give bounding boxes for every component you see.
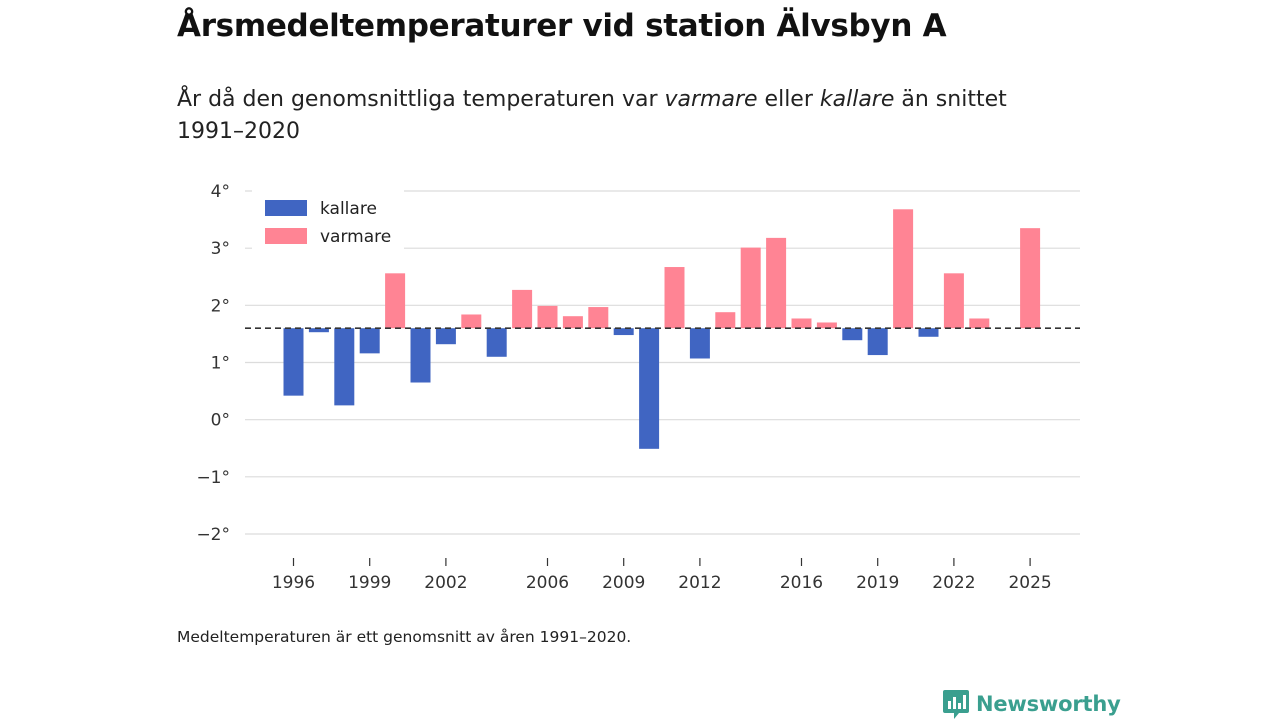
subtitle-cold: kallare xyxy=(819,87,895,112)
legend-swatch-kallare xyxy=(265,200,307,216)
bar-1996 xyxy=(283,328,304,396)
bar-2020 xyxy=(893,209,914,329)
bar-2023 xyxy=(969,318,990,329)
bar-chart: −2° −1° 0° 1° 2° 3° 4° 1996 1999 2002 2006 2009 201… xyxy=(196,182,1080,593)
x-tick-label: 1996 xyxy=(272,573,315,593)
bar-2001 xyxy=(410,328,431,383)
bar-2004 xyxy=(486,328,507,357)
bar-2000 xyxy=(385,273,406,329)
x-tick-label: 2025 xyxy=(1008,573,1051,593)
brand-name: Newsworthy xyxy=(976,692,1121,716)
bar-1999 xyxy=(359,328,380,354)
y-tick-label: −2° xyxy=(196,525,230,545)
x-tick-label: 2016 xyxy=(780,573,823,593)
bar-2021 xyxy=(918,328,939,337)
y-tick-label: 3° xyxy=(211,239,230,259)
bar-2005 xyxy=(512,289,533,329)
y-tick-label: 2° xyxy=(211,296,230,316)
y-tick-label: −1° xyxy=(196,468,230,488)
bar-2009 xyxy=(613,328,634,336)
bar-1997 xyxy=(308,328,329,333)
bar-2014 xyxy=(740,247,761,329)
legend-label-varmare: varmare xyxy=(320,227,391,247)
footnote: Medeltemperaturen är ett genomsnitt av å… xyxy=(177,628,632,646)
subtitle-warm: varmare xyxy=(664,87,758,112)
y-tick-label: 0° xyxy=(211,411,230,431)
bar-2013 xyxy=(715,312,736,329)
chart-subtitle: År då den genomsnittliga temperaturen va… xyxy=(177,84,1047,148)
bar-2018 xyxy=(842,328,863,341)
bar-2011 xyxy=(664,267,685,329)
subtitle-text-2: eller xyxy=(757,87,820,112)
y-tick-label: 4° xyxy=(211,182,230,202)
legend: kallare varmare xyxy=(252,190,404,254)
bar-2016 xyxy=(791,318,812,329)
bar-2006 xyxy=(537,305,558,329)
newsworthy-logo-icon xyxy=(943,690,969,719)
legend-swatch-varmare xyxy=(265,228,307,244)
bar-2012 xyxy=(689,328,710,359)
x-tick-label: 1999 xyxy=(348,573,391,593)
subtitle-text-1: År då den genomsnittliga temperaturen va… xyxy=(177,87,665,112)
bar-2017 xyxy=(816,322,837,329)
bar-2008 xyxy=(588,307,609,329)
bar-2007 xyxy=(562,316,583,329)
bar-1998 xyxy=(334,328,355,406)
legend-label-kallare: kallare xyxy=(320,199,377,219)
bar-2002 xyxy=(435,328,456,345)
x-tick-label: 2022 xyxy=(932,573,975,593)
y-axis: −2° −1° 0° 1° 2° 3° 4° xyxy=(196,182,230,545)
x-tick-label: 2006 xyxy=(526,573,569,593)
brand-logo: Newsworthy xyxy=(942,688,1121,720)
x-tick-label: 2012 xyxy=(678,573,721,593)
bar-2003 xyxy=(461,314,482,329)
chart-title: Årsmedeltemperaturer vid station Älvsbyn… xyxy=(177,8,947,44)
x-tick-label: 2002 xyxy=(424,573,467,593)
x-axis: 1996 1999 2002 2006 2009 2012 2016 2019 2022 2025 xyxy=(272,558,1052,593)
x-tick-label: 2009 xyxy=(602,573,645,593)
y-tick-label: 1° xyxy=(211,354,230,374)
bars xyxy=(245,209,1080,449)
bar-2022 xyxy=(943,273,964,329)
bar-2010 xyxy=(639,328,660,449)
bar-2015 xyxy=(766,237,787,329)
bar-2025 xyxy=(1020,228,1041,329)
subtitle-text-3: än snittet 1991–2020 xyxy=(177,87,1007,144)
bar-2019 xyxy=(867,328,888,356)
x-tick-label: 2019 xyxy=(856,573,899,593)
